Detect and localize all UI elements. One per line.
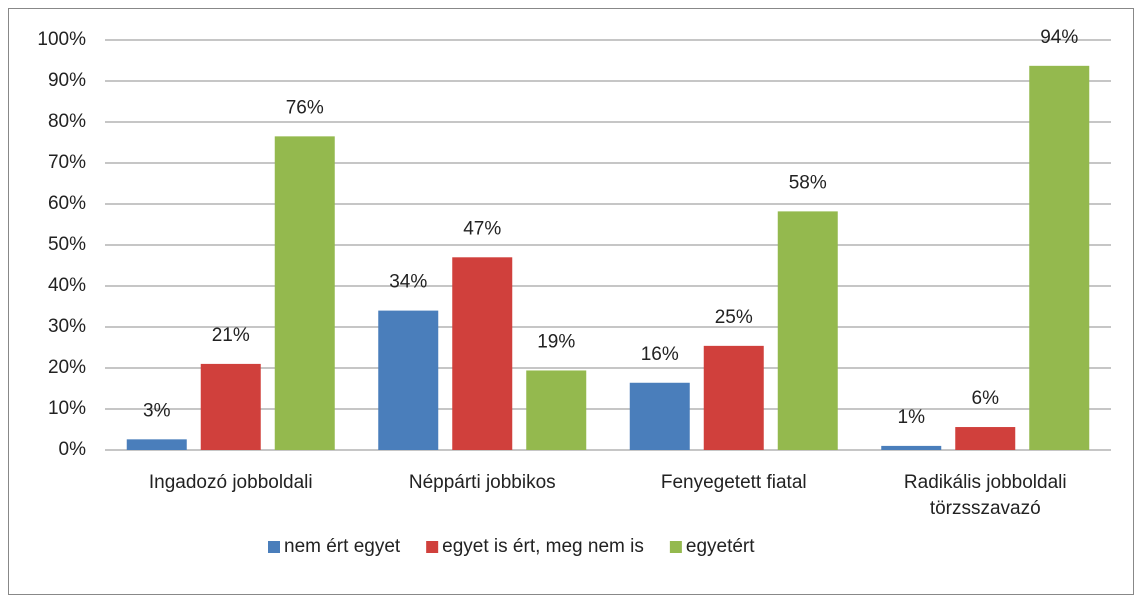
data-label: 19% [537, 331, 575, 352]
bar [274, 136, 335, 450]
data-label: 21% [212, 325, 250, 346]
x-tick-label: Radikális jobboldali törzsszavazó [903, 472, 1067, 519]
bar [200, 363, 261, 450]
bar [955, 427, 1016, 450]
data-label: 3% [143, 400, 171, 421]
data-label: 94% [1040, 27, 1078, 48]
legend-label: egyet is ért, meg nem is [442, 536, 644, 557]
data-label: 16% [641, 344, 679, 365]
legend-swatch [426, 541, 439, 553]
y-tick-label: 80% [48, 111, 86, 132]
bar [777, 211, 838, 450]
data-label: 76% [286, 97, 324, 118]
y-tick-label: 70% [48, 152, 86, 173]
legend-swatch [268, 541, 280, 553]
bar [629, 382, 690, 450]
data-label: 25% [715, 307, 753, 328]
y-tick-label: 10% [48, 398, 86, 419]
x-tick-label: Ingadozó jobboldali [148, 472, 313, 493]
y-tick-label: 40% [48, 275, 86, 296]
data-label: 34% [389, 272, 427, 293]
y-tick-label: 100% [37, 29, 86, 50]
bar [452, 257, 513, 450]
bar [703, 345, 764, 450]
data-label: 6% [972, 388, 1000, 409]
bar [526, 370, 587, 450]
y-tick-label: 20% [48, 357, 86, 378]
data-label: 47% [463, 218, 501, 239]
bar [1029, 65, 1090, 450]
legend-label: egyetért [686, 536, 755, 557]
chart-border [8, 8, 1134, 595]
y-tick-label: 60% [48, 193, 86, 214]
y-tick-label: 90% [48, 70, 86, 91]
bar [126, 439, 187, 450]
bar [881, 445, 942, 450]
y-tick-label: 30% [48, 316, 86, 337]
legend-swatch [669, 541, 682, 553]
legend-label: nem ért egyet [284, 536, 401, 557]
bar [378, 310, 439, 450]
y-tick-label: 0% [59, 439, 87, 460]
data-label: 58% [789, 172, 827, 193]
data-label: 1% [898, 407, 926, 428]
x-tick-label: Néppárti jobbikos [408, 472, 556, 493]
x-tick-label: Fenyegetett fiatal [660, 472, 807, 493]
y-tick-label: 50% [48, 234, 86, 255]
